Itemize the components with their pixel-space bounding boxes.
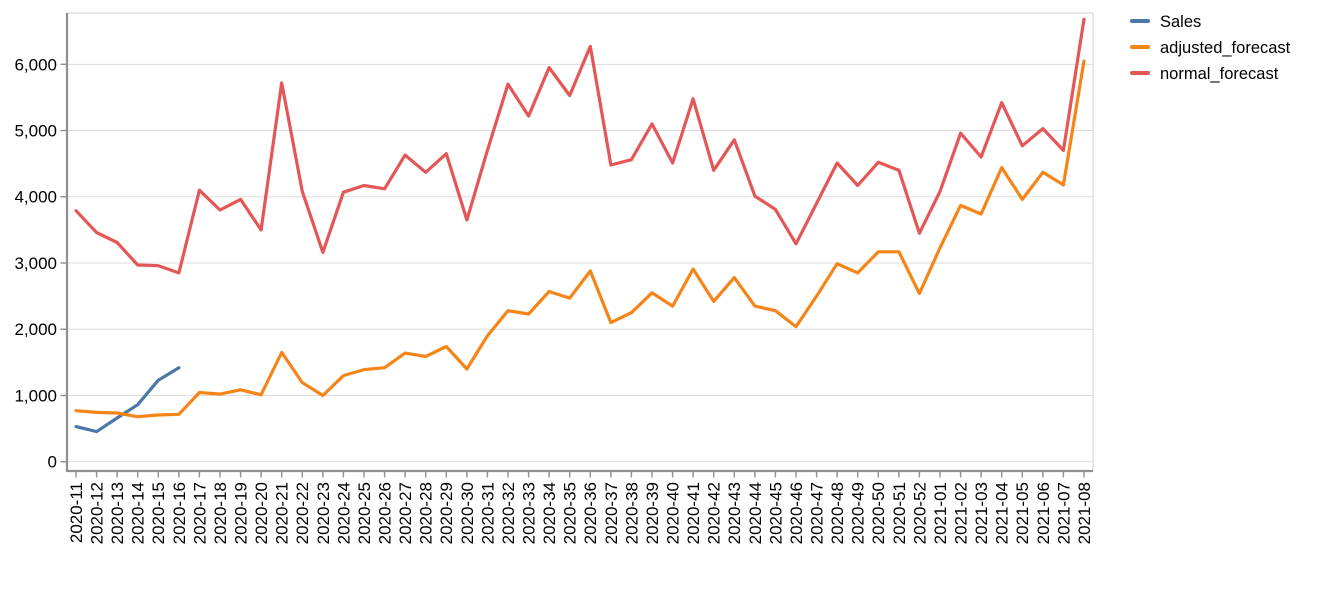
x-tick-label: 2020-38: [622, 482, 641, 544]
x-tick-label: 2021-07: [1054, 482, 1073, 544]
legend: Sales adjusted_forecast normal_forecast: [1130, 13, 1291, 83]
x-tick-label: 2020-34: [540, 482, 559, 544]
x-tick-label: 2020-17: [190, 482, 209, 544]
x-tick-label: 2020-18: [211, 482, 230, 544]
x-tick-label: 2020-33: [520, 482, 539, 544]
x-tick-label: 2020-12: [88, 482, 107, 544]
y-tick-label: 6,000: [14, 55, 57, 74]
series-line-adjusted-forecast: [74, 59, 1086, 419]
y-tick-label: 1,000: [14, 386, 57, 405]
x-tick-label: 2020-42: [705, 482, 724, 544]
series-line-sales: [74, 366, 181, 434]
x-tick-label: 2020-39: [643, 482, 662, 544]
x-tick-label: 2020-28: [417, 482, 436, 544]
x-axis: 2020-11 2020-12 2020-13 2020-14 2020-15 2020-…: [67, 471, 1094, 544]
y-tick-label: 4,000: [14, 188, 57, 207]
x-tick-label: 2020-50: [869, 482, 888, 544]
x-tick-label: 2020-45: [766, 482, 785, 544]
series-lines: [74, 17, 1086, 434]
x-tick-label: 2020-22: [293, 482, 312, 544]
x-tick-label: 2021-03: [972, 482, 991, 544]
x-tick-label: 2020-36: [581, 482, 600, 544]
x-tick-label: 2020-40: [664, 482, 683, 544]
x-tick-label: 2020-20: [252, 482, 271, 544]
x-tick-label: 2021-06: [1034, 482, 1053, 544]
x-tick-label: 2020-24: [334, 482, 353, 544]
x-tick-label: 2021-04: [993, 482, 1012, 544]
x-tick-label: 2020-44: [746, 482, 765, 544]
x-tick-label: 2020-37: [602, 482, 621, 544]
x-tick-label: 2020-47: [808, 482, 827, 544]
x-tick-label: 2020-31: [478, 482, 497, 544]
legend-label-normal-forecast: normal_forecast: [1160, 65, 1279, 83]
x-tick-label: 2020-46: [787, 482, 806, 544]
x-tick-label: 2020-51: [890, 482, 909, 544]
x-tick-label: 2020-30: [458, 482, 477, 544]
x-tick-label: 2021-08: [1075, 482, 1094, 544]
x-tick-label: 2020-41: [684, 482, 703, 544]
x-tick-label: 2021-05: [1013, 482, 1032, 544]
x-tick-label: 2020-19: [232, 482, 251, 544]
x-tick-label: 2020-23: [314, 482, 333, 544]
x-tick-label: 2020-11: [67, 482, 86, 543]
x-tick-label: 2020-21: [273, 482, 292, 544]
y-tick-label: 0: [48, 453, 57, 472]
x-tick-label: 2021-01: [931, 482, 950, 544]
legend-item-sales: Sales: [1130, 13, 1201, 31]
x-tick-label: 2020-14: [129, 482, 148, 544]
x-tick-label: 2020-13: [108, 482, 127, 544]
gridlines: [67, 63, 1093, 463]
series-line-normal-forecast: [74, 17, 1086, 275]
x-tick-label: 2020-27: [396, 482, 415, 544]
plot-frame: [67, 12, 1094, 471]
x-tick-label: 2020-32: [499, 482, 518, 544]
x-tick-label: 2020-15: [149, 482, 168, 544]
x-tick-label: 2020-43: [725, 482, 744, 544]
y-tick-label: 5,000: [14, 122, 57, 141]
x-tick-label: 2020-29: [437, 482, 456, 544]
x-tick-label: 2020-26: [376, 482, 395, 544]
x-tick-label: 2020-25: [355, 482, 374, 544]
y-tick-label: 2,000: [14, 320, 57, 339]
x-tick-label: 2020-49: [849, 482, 868, 544]
legend-item-normal-forecast: normal_forecast: [1130, 65, 1279, 83]
legend-label-adjusted-forecast: adjusted_forecast: [1160, 39, 1291, 57]
y-tick-label: 3,000: [14, 254, 57, 273]
legend-item-adjusted-forecast: adjusted_forecast: [1130, 39, 1291, 57]
x-tick-label: 2021-02: [952, 482, 971, 544]
x-tick-label: 2020-16: [170, 482, 189, 544]
x-tick-label: 2020-52: [910, 482, 929, 544]
x-tick-label: 2020-48: [828, 482, 847, 544]
y-axis: 0 1,000 2,000 3,000 4,000 5,000 6,000: [14, 55, 67, 472]
x-tick-label: 2020-35: [561, 482, 580, 544]
legend-label-sales: Sales: [1160, 13, 1201, 31]
